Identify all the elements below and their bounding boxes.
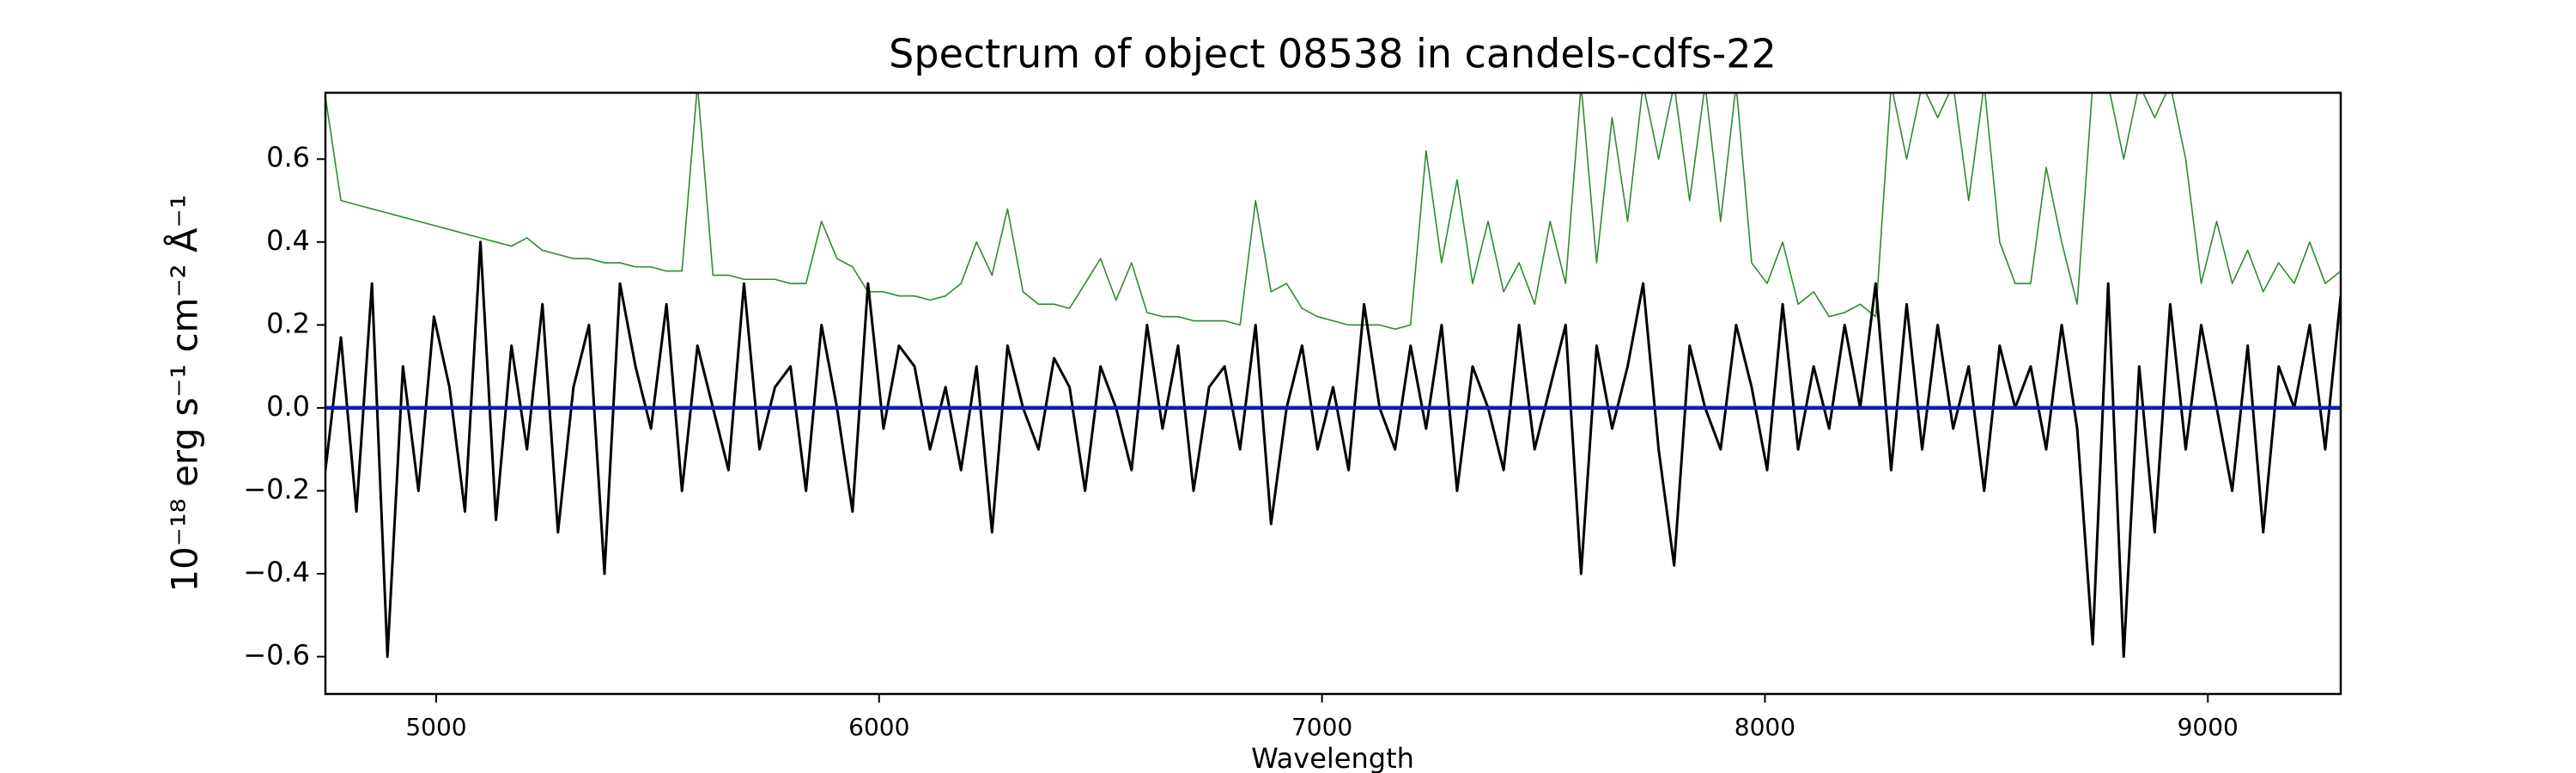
y-tick-label: 0.0: [266, 390, 310, 423]
plot-frame: [324, 91, 2342, 696]
chart-title: Spectrum of object 08538 in candels-cdfs…: [889, 31, 1777, 77]
y-tick-label: −0.4: [243, 556, 310, 588]
y-tick-label: −0.6: [243, 639, 310, 672]
x-tick-label: 7000: [1291, 713, 1352, 741]
x-axis-label: Wavelength: [1251, 742, 1414, 773]
x-tick-label: 6000: [848, 713, 909, 741]
y-tick-label: −0.2: [243, 472, 310, 505]
y-axis-label: 10⁻¹⁸ erg s⁻¹ cm⁻² Å⁻¹: [163, 194, 206, 592]
y-tick-label: 0.4: [266, 224, 310, 257]
y-tick-label: 0.6: [266, 141, 310, 173]
y-tick-label: 0.2: [266, 307, 310, 339]
series-line: [325, 93, 2341, 330]
series-line: [325, 240, 2341, 659]
plot-area: [325, 93, 2341, 659]
x-tick-label: 9000: [2178, 713, 2239, 741]
x-tick-label: 5000: [405, 713, 466, 741]
x-tick-label: 8000: [1735, 713, 1795, 741]
